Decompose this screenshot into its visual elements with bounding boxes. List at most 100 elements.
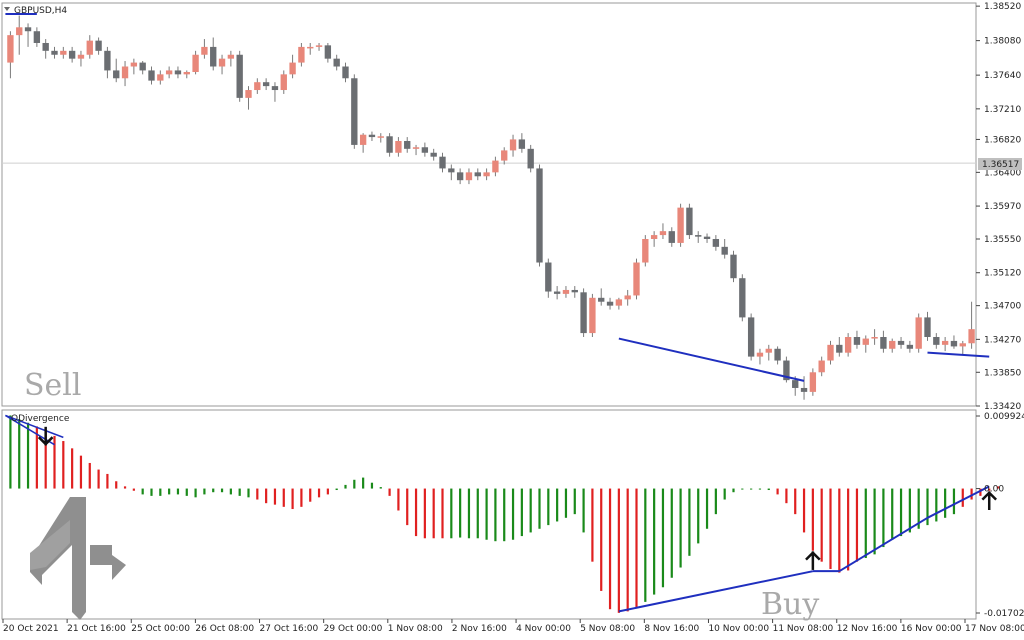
candle	[7, 31, 14, 79]
indicator-divergence-line	[5, 414, 64, 439]
candle-body	[739, 278, 746, 318]
histogram-bar	[979, 488, 982, 496]
candle	[642, 235, 649, 267]
histogram-bar	[18, 419, 21, 489]
candle-body	[633, 262, 640, 296]
histogram-bar	[855, 488, 859, 562]
candle	[844, 333, 852, 357]
candle	[430, 148, 437, 161]
candle	[501, 147, 508, 165]
histogram-bar	[53, 435, 56, 489]
candle-body	[104, 50, 111, 71]
candle	[721, 238, 728, 259]
histogram-bar	[996, 486, 1000, 489]
candle	[174, 66, 182, 79]
histogram-bar	[644, 488, 647, 602]
candle	[412, 144, 420, 156]
candle	[324, 42, 332, 63]
histogram-bar	[256, 488, 259, 500]
price-tick-label: 1.38520	[984, 2, 1021, 12]
candle	[210, 37, 217, 71]
candle-body	[121, 66, 129, 79]
candle-body	[377, 136, 384, 138]
histogram-bar	[635, 488, 638, 608]
candle	[289, 54, 296, 79]
candle	[536, 164, 543, 267]
candle-body	[915, 317, 922, 349]
price-tick-label: 1.35550	[984, 235, 1021, 245]
candle-body	[827, 344, 834, 361]
histogram-bar	[159, 488, 162, 496]
candle	[113, 58, 120, 83]
candle-body	[836, 344, 843, 353]
histogram-bar	[273, 488, 277, 505]
candle-body	[404, 140, 411, 149]
candle	[77, 50, 85, 67]
histogram-bar	[459, 488, 462, 538]
histogram-bar	[194, 488, 197, 498]
candle	[615, 297, 623, 310]
candles-layer	[7, 15, 975, 400]
candle-body	[686, 207, 693, 236]
candle-body	[474, 172, 481, 177]
histogram-bar	[600, 488, 603, 591]
histogram-bar	[732, 488, 735, 493]
candle	[483, 168, 490, 181]
histogram-bar	[9, 415, 12, 489]
indicator-divergence-line	[838, 516, 929, 573]
histogram-bar	[62, 441, 65, 489]
current-price-tag	[978, 158, 1022, 170]
candle-body	[33, 31, 41, 43]
price-tick-label: 1.37210	[984, 105, 1021, 115]
histogram-bar	[891, 488, 894, 540]
candle	[421, 142, 429, 157]
candle-body	[668, 231, 675, 243]
histogram-bar	[44, 430, 47, 489]
candle	[456, 168, 464, 185]
candle-body	[183, 71, 190, 75]
candle	[827, 340, 834, 365]
candle-body	[430, 152, 437, 157]
candle-body	[86, 40, 93, 55]
buy-arrow-icon	[805, 550, 821, 570]
candle-body	[157, 74, 164, 81]
candle-body	[395, 140, 402, 153]
candle-body	[553, 291, 561, 294]
indicator-label: ODivergence	[11, 414, 70, 424]
candle	[474, 168, 481, 181]
price-tick-label: 1.35120	[984, 269, 1021, 279]
indicator-tick-label: -0.01702	[984, 609, 1024, 619]
histogram-bar	[176, 488, 180, 495]
menu-chevron-icon[interactable]	[4, 7, 10, 11]
candle-body	[139, 62, 146, 71]
histogram-bar	[220, 488, 224, 493]
candle	[624, 289, 631, 306]
histogram-bar	[829, 488, 832, 569]
candle	[739, 274, 746, 322]
candle	[756, 348, 764, 365]
candle-body	[783, 360, 790, 381]
candle	[853, 330, 861, 349]
histogram-bar	[344, 484, 347, 489]
time-tick-label: 21 Oct 16:00	[67, 624, 126, 634]
time-tick-label: 29 Oct 00:00	[324, 624, 383, 634]
candle	[968, 301, 975, 349]
histogram-bar	[679, 488, 682, 568]
candle	[703, 233, 711, 243]
candle	[148, 66, 155, 85]
time-tick-label: 17 Nov 08:00	[965, 624, 1024, 634]
candle-body	[695, 235, 702, 237]
logo-watermark	[30, 497, 126, 620]
candle-body	[536, 168, 543, 263]
candle	[298, 42, 305, 67]
candle	[448, 164, 455, 181]
candle-body	[518, 139, 526, 149]
histogram-bar	[838, 488, 841, 573]
candle	[509, 134, 517, 157]
candle-body	[7, 35, 14, 63]
candle	[104, 46, 111, 79]
candle	[677, 203, 684, 247]
candle-body	[192, 54, 199, 72]
histogram-bar	[132, 488, 135, 491]
candle	[633, 258, 640, 300]
